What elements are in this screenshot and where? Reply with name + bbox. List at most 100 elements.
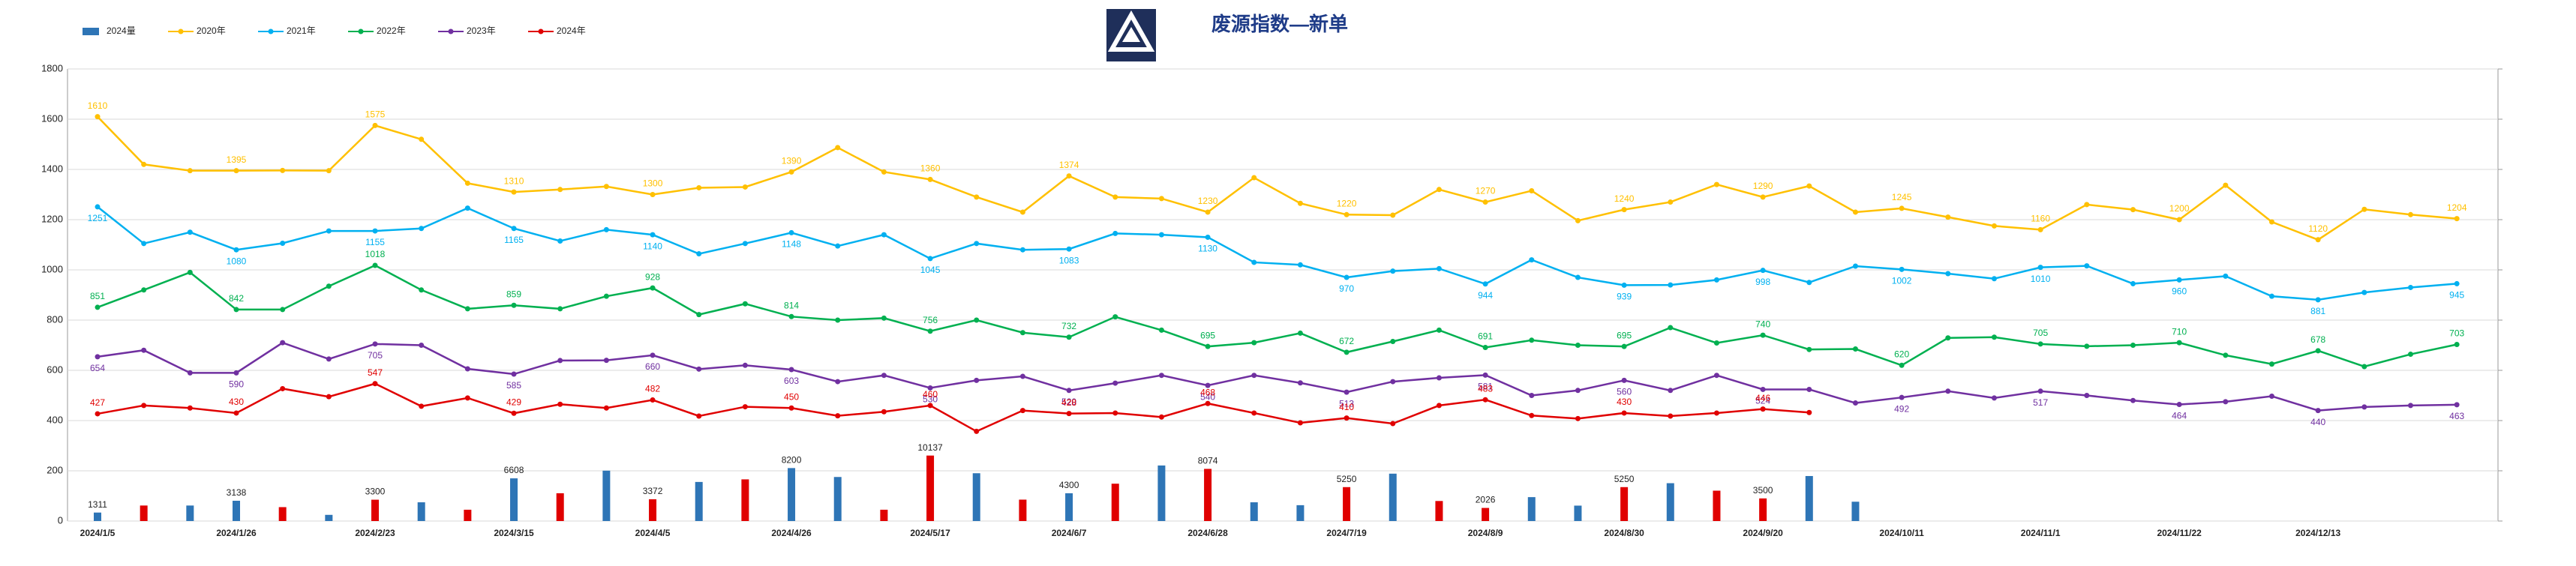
point-value-label: 703 (2449, 328, 2464, 339)
point (2361, 206, 2367, 212)
series-line (97, 264, 2457, 368)
point (464, 180, 470, 186)
point-value-label: 1310 (504, 175, 524, 186)
point-value-label: 695 (1200, 330, 1215, 340)
point (1806, 280, 1812, 286)
bar (972, 473, 980, 521)
bar (325, 514, 333, 521)
point (419, 287, 425, 293)
point (1575, 388, 1581, 394)
point (2268, 293, 2274, 299)
point (95, 411, 101, 417)
point (280, 307, 286, 313)
point (1482, 345, 1488, 351)
series-line (97, 341, 2457, 412)
point (835, 317, 841, 323)
point-value-label: 691 (1478, 331, 1493, 342)
bar (833, 477, 842, 521)
point (2223, 352, 2229, 358)
x-tick-label: 2024/4/5 (635, 528, 671, 538)
point (141, 403, 147, 409)
point (1158, 373, 1164, 379)
bar (1666, 483, 1674, 521)
x-tick-label: 2024/1/5 (80, 528, 116, 538)
point (2408, 211, 2413, 217)
point (1019, 209, 1025, 215)
legend-label: 2023年 (467, 25, 496, 36)
point-value-label: 483 (1478, 383, 1493, 394)
point (1297, 330, 1303, 336)
bar (1482, 508, 1490, 521)
point (1158, 327, 1164, 333)
x-tick-label: 2024/8/30 (1604, 528, 1644, 538)
point (280, 167, 286, 173)
bar-value-label: 5250 (1337, 474, 1357, 484)
point (881, 232, 887, 238)
bar (1851, 502, 1860, 521)
point (1251, 175, 1257, 181)
bar-value-label: 4300 (1059, 480, 1079, 490)
point (1621, 343, 1627, 349)
point-value-label: 581 (1478, 382, 1493, 392)
point-value-label: 1160 (2031, 214, 2050, 224)
point (2084, 393, 2090, 398)
point-value-label: 620 (1894, 349, 1909, 359)
point-value-label: 842 (229, 293, 244, 304)
point (1852, 400, 1858, 406)
point (1760, 406, 1766, 412)
x-tick-label: 2024/6/28 (1187, 528, 1228, 538)
point (1899, 205, 1905, 211)
point (2176, 277, 2182, 283)
point-value-label: 1045 (920, 265, 941, 275)
point (233, 307, 239, 313)
point (1991, 276, 1997, 282)
point-value-label: 960 (2172, 286, 2187, 297)
bar (278, 507, 287, 521)
point (280, 240, 286, 246)
point (2037, 226, 2043, 232)
point (1760, 386, 1766, 392)
point (419, 226, 425, 232)
point (372, 122, 378, 128)
legend-swatch (358, 28, 364, 34)
y-tick-label: 200 (47, 464, 63, 475)
point (1297, 262, 1303, 268)
point-value-label: 998 (1755, 277, 1770, 287)
point (2037, 265, 2043, 271)
point-value-label: 520 (1061, 397, 1076, 407)
legend-swatch (83, 28, 99, 35)
point (1852, 263, 1858, 269)
point (1945, 388, 1951, 394)
point (1668, 413, 1674, 419)
x-tick-label: 2024/2/23 (355, 528, 395, 538)
x-tick-label: 2024/12/13 (2295, 528, 2340, 538)
point-value-label: 1083 (1059, 255, 1079, 265)
point-value-label: 756 (923, 315, 938, 325)
bar-value-label: 5250 (1614, 474, 1635, 484)
point-value-label: 1148 (782, 239, 801, 250)
point-value-label: 678 (2310, 334, 2325, 345)
point (927, 256, 933, 262)
point-value-label: 1140 (643, 241, 662, 251)
point-value-label: 695 (1617, 330, 1632, 340)
point (2268, 219, 2274, 225)
point (1991, 223, 1997, 229)
point (2084, 202, 2090, 208)
legend-label: 2024年 (557, 25, 586, 36)
point (511, 302, 517, 308)
point (974, 317, 980, 323)
point (141, 161, 147, 167)
bar (602, 470, 611, 521)
point (1019, 408, 1025, 414)
point (603, 226, 609, 232)
point (1852, 209, 1858, 215)
bar (1157, 465, 1166, 521)
bar (1805, 475, 1813, 521)
point-value-label: 513 (1339, 398, 1354, 409)
point-value-label: 428 (1061, 397, 1076, 408)
point (742, 184, 748, 190)
bar (1250, 502, 1258, 521)
point (1575, 343, 1581, 348)
point-value-label: 464 (2172, 411, 2187, 421)
